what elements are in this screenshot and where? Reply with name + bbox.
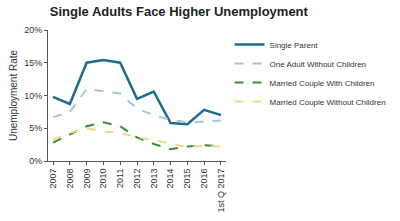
svg-text:Married Couple With Children: Married Couple With Children [270,79,375,88]
svg-text:10%: 10% [24,91,42,101]
svg-text:Single Adults Face Higher Unem: Single Adults Face Higher Unemployment [50,4,309,19]
svg-text:2012: 2012 [132,169,142,189]
svg-text:2009: 2009 [82,169,92,189]
svg-text:5%: 5% [29,123,42,133]
svg-text:2008: 2008 [65,169,75,189]
svg-text:Married Couple Without Childre: Married Couple Without Children [270,98,386,107]
svg-text:2013: 2013 [149,169,159,189]
svg-text:2015: 2015 [182,169,192,189]
svg-text:2016: 2016 [199,169,209,189]
svg-text:0%: 0% [29,156,42,166]
svg-text:1st Q 2017: 1st Q 2017 [216,169,226,213]
svg-text:Single Parent: Single Parent [270,41,319,50]
svg-text:2011: 2011 [115,169,125,188]
svg-text:Unemployment Rate: Unemployment Rate [8,49,19,141]
svg-text:20%: 20% [24,25,42,35]
svg-text:2007: 2007 [48,169,58,189]
svg-text:One Adult Without Children: One Adult Without Children [270,60,367,69]
svg-text:15%: 15% [24,58,42,68]
svg-text:2010: 2010 [98,169,108,189]
svg-text:2014: 2014 [166,169,176,189]
